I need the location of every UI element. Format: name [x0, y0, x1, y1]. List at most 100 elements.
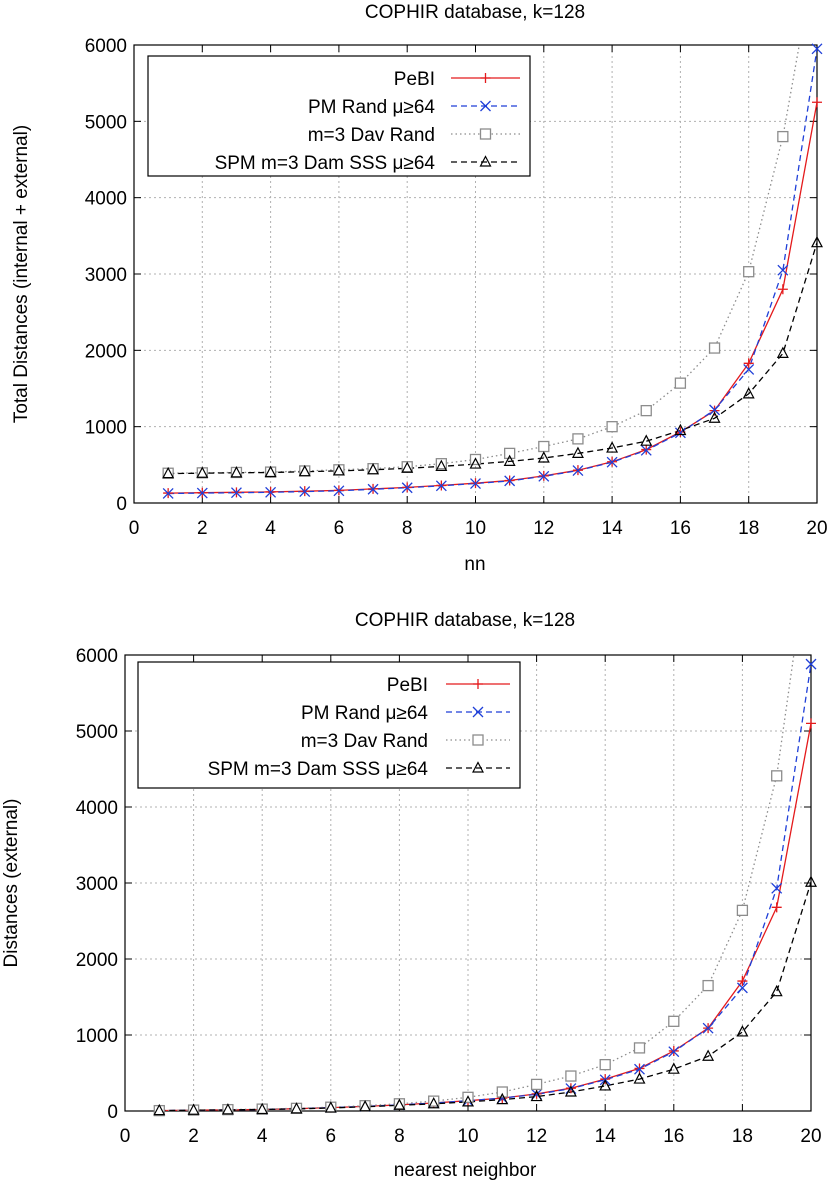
chart-1: COPHIR database, k=128 0 2 4 6 8 10 12 14 16 18 20…: [11, 2, 828, 575]
data-point-series-3: [771, 770, 783, 782]
data-point-series-4: [503, 454, 516, 466]
series-line-2: [168, 48, 817, 495]
y-tick-label: 2000: [76, 950, 118, 971]
data-point-series-2: [606, 456, 618, 468]
data-point-series-1: [777, 284, 788, 295]
data-point-series-4: [427, 1096, 440, 1109]
data-point-series-3: [290, 1102, 303, 1114]
data-point-series-4: [221, 1103, 234, 1115]
data-point-series-3: [196, 467, 208, 479]
data-point-series-4: [264, 465, 277, 478]
legend-label-2: PM Rand μ≥64: [308, 97, 435, 118]
y-tick-label: 4000: [76, 798, 118, 819]
data-point-series-3: [496, 1086, 508, 1098]
data-point-series-4: [599, 1079, 612, 1091]
x-tick-label: 2: [197, 518, 208, 539]
data-point-series-3: [702, 979, 714, 992]
y-tick-label: 1000: [85, 418, 127, 439]
chart-2-series: [159, 655, 811, 1111]
legend-marker-4: [472, 761, 484, 773]
data-point-series-3: [736, 904, 749, 917]
data-point-series-4: [230, 466, 243, 478]
data-point-series-3: [572, 433, 584, 445]
data-point-series-2: [470, 478, 481, 489]
data-point-series-3: [565, 1070, 577, 1082]
data-point-series-3: [599, 1058, 611, 1071]
legend-marker-3: [472, 734, 484, 746]
data-point-series-4: [708, 411, 721, 423]
chart-2-title: COPHIR database, k=128: [355, 610, 575, 631]
x-tick-label: 14: [602, 518, 624, 539]
data-point-series-3: [538, 440, 550, 453]
data-point-series-4: [462, 1095, 474, 1107]
data-point-series-3: [668, 1015, 680, 1027]
data-point-series-4: [530, 1089, 543, 1102]
data-point-series-2: [401, 482, 413, 494]
legend-label-4: SPM m=3 Dam SSS μ≥64: [215, 153, 436, 174]
data-point-series-4: [633, 1072, 646, 1084]
x-tick-label: 12: [533, 518, 554, 539]
data-point-series-2: [367, 483, 379, 495]
data-point-series-4: [770, 984, 783, 997]
data-point-series-3: [162, 467, 174, 479]
data-point-series-4: [702, 1049, 715, 1061]
chart-1-x-axis-label: nn: [464, 554, 485, 575]
x-tick-label: 0: [129, 518, 140, 539]
data-point-series-4: [162, 466, 175, 479]
data-point-series-2: [299, 486, 311, 498]
data-point-series-1: [737, 976, 748, 987]
legend-label-1: PeBI: [387, 675, 428, 696]
data-point-series-3: [222, 1103, 234, 1116]
y-tick-label: 6000: [76, 646, 118, 667]
y-tick-label: 2000: [85, 341, 127, 362]
legend-label-2: PM Rand μ≥64: [301, 703, 428, 724]
data-point-series-2: [572, 465, 584, 477]
x-tick-label: 10: [457, 1126, 478, 1147]
chart-2-y-axis-label: Distances (external): [1, 799, 22, 968]
data-point-series-2: [811, 43, 823, 55]
data-point-series-3: [256, 1103, 268, 1115]
x-tick-label: 2: [188, 1126, 199, 1147]
x-tick-label: 10: [465, 518, 486, 539]
data-point-series-2: [709, 404, 721, 416]
data-point-series-2: [736, 982, 748, 994]
data-point-series-2: [333, 485, 345, 497]
data-point-series-4: [469, 457, 482, 469]
data-point-series-4: [537, 451, 550, 463]
data-point-series-4: [187, 1103, 200, 1115]
legend-box: [147, 55, 531, 177]
chart-2-legend: PeBI PM Rand μ≥64 m=3 Dav Rand SPM m=3 Dam …: [137, 661, 521, 789]
chart-1-markers: [162, 43, 823, 499]
data-point-series-4: [674, 423, 687, 436]
x-tick-label: 6: [334, 518, 345, 539]
data-point-series-2: [162, 487, 174, 499]
legend-marker-1: [473, 679, 483, 689]
legend-label-4: SPM m=3 Dam SSS μ≥64: [208, 759, 429, 780]
data-point-series-4: [324, 1101, 337, 1113]
data-point-series-4: [571, 446, 584, 458]
data-point-series-2: [771, 882, 783, 894]
legend-label-3: m=3 Dav Rand: [301, 731, 428, 752]
data-point-series-2: [196, 487, 208, 499]
data-point-series-4: [805, 875, 817, 887]
data-point-series-4: [667, 1062, 680, 1074]
data-point-series-4: [290, 1102, 303, 1114]
x-tick-label: 12: [526, 1126, 547, 1147]
data-point-series-2: [435, 480, 447, 492]
data-point-series-1: [743, 358, 754, 369]
data-point-series-2: [777, 264, 789, 276]
y-tick-label: 5000: [85, 112, 127, 133]
data-point-series-1: [806, 718, 816, 729]
x-tick-label: 6: [326, 1126, 337, 1147]
legend-marker-1: [480, 73, 491, 83]
y-tick-label: 3000: [76, 874, 118, 895]
chart-1-plot-frame: [133, 44, 818, 504]
legend-marker-2: [472, 706, 484, 718]
y-tick-label: 3000: [85, 265, 127, 286]
data-point-series-4: [359, 1100, 372, 1112]
data-point-series-4: [564, 1085, 577, 1097]
data-point-series-4: [401, 461, 414, 473]
data-point-series-1: [771, 902, 782, 913]
chart-2-x-axis-label: nearest neighbor: [394, 1160, 537, 1181]
x-tick-label: 18: [732, 1126, 753, 1147]
